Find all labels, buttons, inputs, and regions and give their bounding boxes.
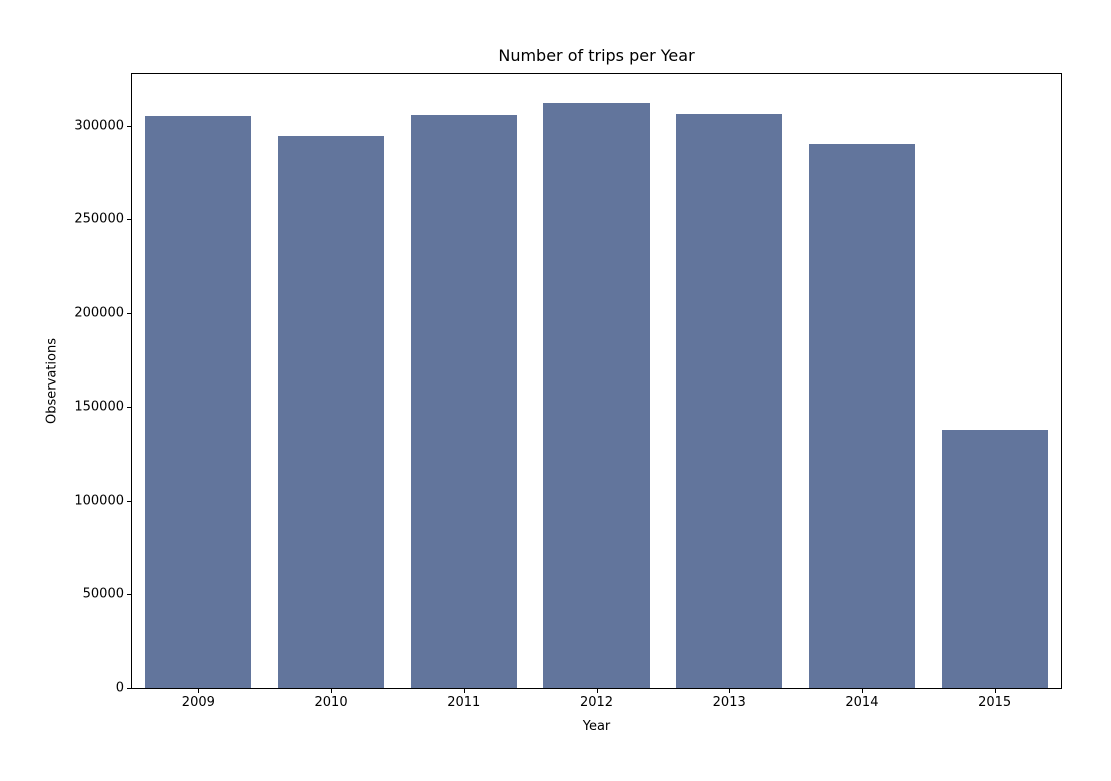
y-tick-label-300000: 300000	[74, 118, 124, 134]
x-tick-2013	[729, 689, 731, 693]
x-tick-label-2011: 2011	[447, 695, 481, 710]
x-tick-label-2009: 2009	[181, 695, 215, 710]
x-tick-2011	[463, 689, 465, 693]
x-tick-label-2012: 2012	[579, 695, 614, 710]
bar-2011	[410, 115, 517, 688]
y-tick-100000	[127, 500, 131, 502]
y-tick-250000	[127, 219, 131, 221]
x-tick-label-2013: 2013	[712, 695, 746, 710]
chart-title: Number of trips per Year	[498, 46, 695, 65]
y-tick-200000	[127, 313, 131, 315]
y-tick-300000	[127, 125, 131, 127]
x-tick-label-2015: 2015	[978, 695, 1012, 710]
bar-2015	[941, 430, 1048, 688]
bar-2009	[145, 116, 252, 688]
x-tick-2010	[331, 689, 333, 693]
x-tick-2014	[861, 689, 863, 693]
y-tick-label-250000: 250000	[74, 211, 124, 227]
bar-2012	[543, 103, 650, 688]
y-tick-0	[127, 688, 131, 689]
y-tick-label-50000: 50000	[82, 586, 124, 602]
y-tick-label-0: 0	[115, 680, 124, 696]
y-tick-50000	[127, 594, 131, 596]
y-tick-label-200000: 200000	[74, 305, 124, 321]
x-tick-2012	[596, 689, 598, 693]
x-tick-2015	[994, 689, 996, 693]
x-tick-label-2014: 2014	[845, 695, 879, 710]
y-tick-label-150000: 150000	[74, 399, 124, 415]
x-axis-label: Year	[582, 719, 611, 734]
y-tick-label-100000: 100000	[74, 493, 124, 509]
y-tick-150000	[127, 406, 131, 408]
plot-area: 2009 2010 2011 2012 2013 2014 2015 0 50000 100000…	[74, 73, 1062, 710]
bar-2013	[676, 114, 783, 688]
x-tick-2009	[198, 689, 200, 693]
bar-2014	[808, 143, 915, 688]
x-tick-label-2010: 2010	[314, 695, 348, 710]
bar-2010	[277, 136, 385, 688]
y-axis-label: Observations	[44, 338, 60, 424]
